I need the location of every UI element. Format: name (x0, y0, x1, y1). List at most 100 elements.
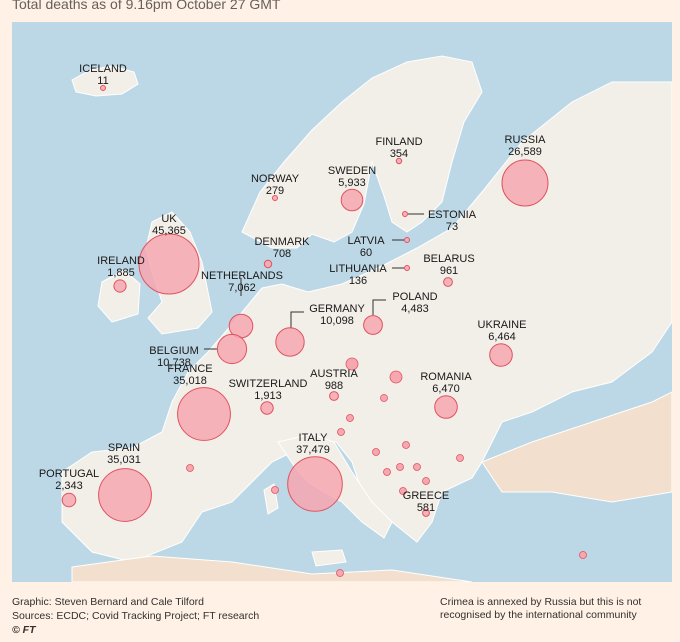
label-estonia: ESTONIA 73 (428, 209, 476, 233)
bubble-estonia (402, 211, 408, 217)
bubble-minor (389, 370, 403, 384)
label-sweden: SWEDEN 5,933 (328, 165, 376, 189)
map-subtitle: Total deaths as of 9.16pm October 27 GMT (12, 0, 281, 12)
label-lithuania-name: LITHUANIA (329, 263, 387, 275)
label-netherlands: NETHERLANDS 7,062 (201, 270, 283, 294)
label-portugal-value: 2,343 (55, 480, 83, 492)
bubbles-layer (61, 85, 587, 577)
label-poland-name: POLAND (392, 291, 438, 303)
bubble-minor (383, 468, 391, 476)
bubble-minor (413, 463, 421, 471)
footer-credits: Graphic: Steven Bernard and Cale Tilford… (12, 596, 259, 638)
label-romania: ROMANIA 6,470 (420, 371, 471, 395)
label-russia-name: RUSSIA (504, 134, 546, 146)
label-austria-name: AUSTRIA (310, 368, 358, 380)
bubble-belarus (443, 277, 453, 287)
bubble-uk (138, 233, 200, 295)
bubble-switzerland (260, 401, 274, 415)
bubble-minor (380, 394, 388, 402)
bubble-minor (337, 428, 345, 436)
label-finland: FINLAND 354 (375, 136, 422, 160)
label-sweden-name: SWEDEN (327, 165, 377, 177)
bubble-finland (395, 157, 403, 165)
bubble-lithuania (404, 265, 410, 271)
iceland-land (71, 65, 139, 97)
label-romania-value: 6,470 (432, 383, 460, 395)
label-denmark-name: DENMARK (254, 236, 310, 248)
bubble-denmark (263, 259, 273, 269)
bubble-minor (346, 414, 354, 422)
label-belarus-name: BELARUS (423, 253, 475, 265)
bubble-ukraine (489, 343, 513, 367)
label-germany-name: GERMANY (309, 303, 365, 315)
label-portugal-name: PORTUGAL (38, 468, 100, 480)
bubble-ireland (113, 279, 127, 293)
label-switzerland: SWITZERLAND 1,913 (229, 378, 308, 402)
label-finland-name: FINLAND (375, 136, 423, 148)
label-poland-value: 4,483 (401, 303, 429, 315)
label-finland-value: 354 (389, 148, 409, 160)
label-ireland: IRELAND 1,885 (97, 255, 145, 279)
label-iceland: ICELAND 11 (79, 63, 127, 87)
label-norway-value: 279 (265, 185, 285, 197)
map-canvas (12, 22, 672, 582)
bubble-italy (287, 456, 343, 512)
label-spain-name: SPAIN (107, 442, 141, 454)
label-france-value: 35,018 (173, 375, 207, 387)
africa-land (71, 555, 473, 582)
bubble-latvia (404, 237, 410, 243)
bubble-minor (336, 569, 344, 577)
label-ireland-value: 1,885 (107, 267, 135, 279)
bubble-minor (456, 454, 464, 462)
bubble-minor (579, 551, 587, 559)
label-russia-value: 26,589 (508, 146, 542, 158)
bubble-minor (399, 487, 407, 495)
ireland-land (97, 269, 141, 323)
leader-germany (290, 311, 304, 329)
label-sweden-value: 5,933 (338, 177, 366, 189)
label-portugal: PORTUGAL 2,343 (39, 468, 99, 492)
label-denmark-value: 708 (272, 248, 292, 260)
label-belarus-value: 961 (439, 265, 459, 277)
label-greece-value: 581 (416, 502, 436, 514)
label-latvia-value: 60 (359, 247, 373, 259)
leader-poland (372, 299, 386, 315)
bubble-minor (422, 477, 430, 485)
label-switzerland-name: SWITZERLAND (228, 378, 308, 390)
label-estonia-value: 73 (445, 221, 459, 233)
europe-map: ICELAND 11 FINLAND 354 RUSSIA 26,589 NOR… (12, 22, 672, 582)
label-spain: SPAIN 35,031 (107, 442, 141, 466)
label-norway-name: NORWAY (250, 173, 300, 185)
bubble-sweden (340, 188, 364, 212)
bubble-germany (275, 327, 305, 357)
label-estonia-name: ESTONIA (427, 209, 477, 221)
label-denmark: DENMARK 708 (254, 236, 309, 260)
turkey-land (481, 391, 672, 503)
bubble-spain (98, 468, 152, 522)
label-russia: RUSSIA 26,589 (505, 134, 546, 158)
label-ukraine-value: 6,464 (488, 331, 516, 343)
label-latvia-name: LATVIA (347, 235, 385, 247)
bubble-belgium (216, 333, 248, 365)
label-uk-value: 45,365 (152, 225, 186, 237)
label-germany-value: 10,098 (320, 315, 354, 327)
bubble-norway (272, 195, 278, 201)
bubble-france (177, 387, 231, 441)
footer-sources: Sources: ECDC; Covid Tracking Project; F… (12, 610, 260, 622)
label-belgium-value: 10,738 (157, 357, 191, 369)
label-poland: POLAND 4,483 (392, 291, 437, 315)
label-france: FRANCE 35,018 (167, 363, 212, 387)
footer-copyright: © FT (12, 624, 36, 636)
bubble-minor (186, 464, 194, 472)
label-iceland-value: 11 (97, 75, 109, 87)
label-uk: UK 45,365 (152, 213, 186, 237)
bubble-portugal (61, 492, 77, 508)
bubble-poland (363, 315, 383, 335)
label-latvia: LATVIA 60 (347, 235, 384, 259)
label-uk-name: UK (161, 213, 177, 225)
label-iceland-name: ICELAND (79, 63, 127, 75)
label-greece: GREECE 581 (403, 490, 449, 514)
label-italy-name: ITALY (298, 432, 328, 444)
label-belgium-name: BELGIUM (149, 345, 199, 357)
label-austria-value: 988 (324, 380, 344, 392)
